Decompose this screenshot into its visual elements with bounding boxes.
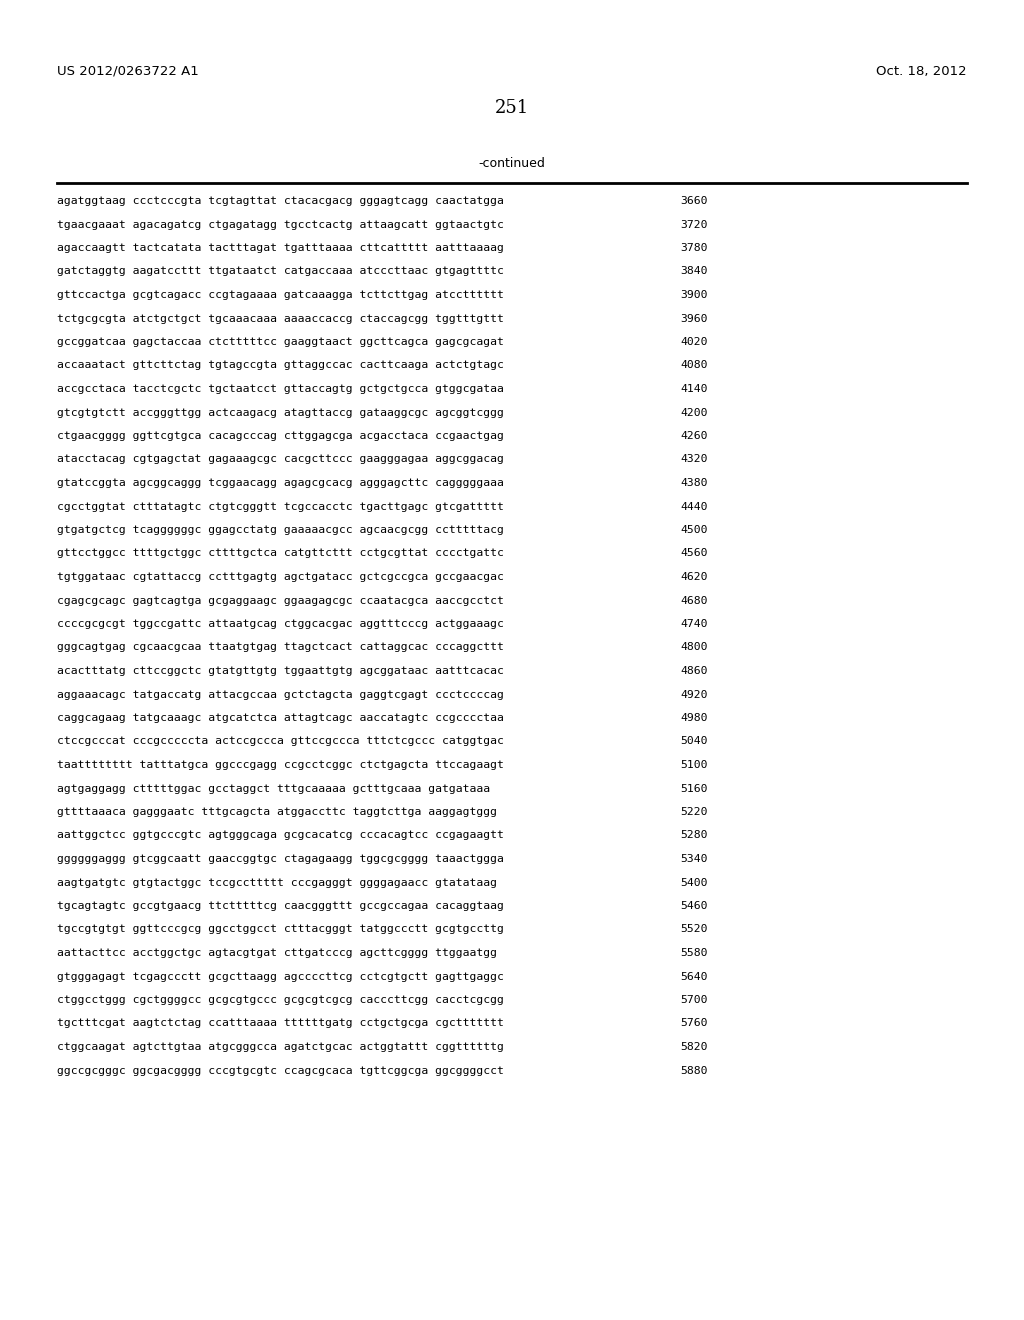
Text: 5520: 5520	[680, 924, 708, 935]
Text: cgcctggtat ctttatagtc ctgtcgggtt tcgccacctc tgacttgagc gtcgattttt: cgcctggtat ctttatagtc ctgtcgggtt tcgccac…	[57, 502, 504, 511]
Text: 3720: 3720	[680, 219, 708, 230]
Text: 4800: 4800	[680, 643, 708, 652]
Text: acactttatg cttccggctc gtatgttgtg tggaattgtg agcggataac aatttcacac: acactttatg cttccggctc gtatgttgtg tggaatt…	[57, 667, 504, 676]
Text: aagtgatgtc gtgtactggc tccgccttttt cccgagggt ggggagaacc gtatataag: aagtgatgtc gtgtactggc tccgccttttt cccgag…	[57, 878, 497, 887]
Text: 5160: 5160	[680, 784, 708, 793]
Text: taatttttttt tatttatgca ggcccgagg ccgcctcggc ctctgagcta ttccagaagt: taatttttttt tatttatgca ggcccgagg ccgcctc…	[57, 760, 504, 770]
Text: 5820: 5820	[680, 1041, 708, 1052]
Text: 4860: 4860	[680, 667, 708, 676]
Text: gggcagtgag cgcaacgcaa ttaatgtgag ttagctcact cattaggcac cccaggcttt: gggcagtgag cgcaacgcaa ttaatgtgag ttagctc…	[57, 643, 504, 652]
Text: 251: 251	[495, 99, 529, 117]
Text: aattggctcc ggtgcccgtc agtgggcaga gcgcacatcg cccacagtcc ccgagaagtt: aattggctcc ggtgcccgtc agtgggcaga gcgcaca…	[57, 830, 504, 841]
Text: accgcctaca tacctcgctc tgctaatcct gttaccagtg gctgctgcca gtggcgataa: accgcctaca tacctcgctc tgctaatcct gttacca…	[57, 384, 504, 393]
Text: 3780: 3780	[680, 243, 708, 253]
Text: gtcgtgtctt accgggttgg actcaagacg atagttaccg gataaggcgc agcggtcggg: gtcgtgtctt accgggttgg actcaagacg atagtta…	[57, 408, 504, 417]
Text: 4380: 4380	[680, 478, 708, 488]
Text: 5640: 5640	[680, 972, 708, 982]
Text: 3960: 3960	[680, 314, 708, 323]
Text: 3660: 3660	[680, 195, 708, 206]
Text: 5100: 5100	[680, 760, 708, 770]
Text: -continued: -continued	[478, 157, 546, 170]
Text: 4740: 4740	[680, 619, 708, 630]
Text: 5220: 5220	[680, 807, 708, 817]
Text: 5580: 5580	[680, 948, 708, 958]
Text: 5760: 5760	[680, 1019, 708, 1028]
Text: 4080: 4080	[680, 360, 708, 371]
Text: gttttaaaca gagggaatc tttgcagcta atggaccttc taggtcttga aaggagtggg: gttttaaaca gagggaatc tttgcagcta atggacct…	[57, 807, 497, 817]
Text: ctggcaagat agtcttgtaa atgcgggcca agatctgcac actggtattt cggttttttg: ctggcaagat agtcttgtaa atgcgggcca agatctg…	[57, 1041, 504, 1052]
Text: tgtggataac cgtattaccg cctttgagtg agctgatacc gctcgccgca gccgaacgac: tgtggataac cgtattaccg cctttgagtg agctgat…	[57, 572, 504, 582]
Text: aattacttcc acctggctgc agtacgtgat cttgatcccg agcttcgggg ttggaatgg: aattacttcc acctggctgc agtacgtgat cttgatc…	[57, 948, 497, 958]
Text: 5700: 5700	[680, 995, 708, 1005]
Text: 4260: 4260	[680, 432, 708, 441]
Text: 4680: 4680	[680, 595, 708, 606]
Text: 4560: 4560	[680, 549, 708, 558]
Text: caggcagaag tatgcaaagc atgcatctca attagtcagc aaccatagtc ccgcccctaa: caggcagaag tatgcaaagc atgcatctca attagtc…	[57, 713, 504, 723]
Text: tctgcgcgta atctgctgct tgcaaacaaa aaaaccaccg ctaccagcgg tggtttgttt: tctgcgcgta atctgctgct tgcaaacaaa aaaacca…	[57, 314, 504, 323]
Text: ctgaacgggg ggttcgtgca cacagcccag cttggagcga acgacctaca ccgaactgag: ctgaacgggg ggttcgtgca cacagcccag cttggag…	[57, 432, 504, 441]
Text: tgaacgaaat agacagatcg ctgagatagg tgcctcactg attaagcatt ggtaactgtc: tgaacgaaat agacagatcg ctgagatagg tgcctca…	[57, 219, 504, 230]
Text: agaccaagtt tactcatata tactttagat tgatttaaaa cttcattttt aatttaaaag: agaccaagtt tactcatata tactttagat tgattta…	[57, 243, 504, 253]
Text: cgagcgcagc gagtcagtga gcgaggaagc ggaagagcgc ccaatacgca aaccgcctct: cgagcgcagc gagtcagtga gcgaggaagc ggaagag…	[57, 595, 504, 606]
Text: ccccgcgcgt tggccgattc attaatgcag ctggcacgac aggtttcccg actggaaagc: ccccgcgcgt tggccgattc attaatgcag ctggcac…	[57, 619, 504, 630]
Text: 5040: 5040	[680, 737, 708, 747]
Text: 3900: 3900	[680, 290, 708, 300]
Text: 3840: 3840	[680, 267, 708, 276]
Text: agtgaggagg ctttttggac gcctaggct tttgcaaaaa gctttgcaaa gatgataaa: agtgaggagg ctttttggac gcctaggct tttgcaaa…	[57, 784, 490, 793]
Text: 4920: 4920	[680, 689, 708, 700]
Text: 5400: 5400	[680, 878, 708, 887]
Text: Oct. 18, 2012: Oct. 18, 2012	[877, 65, 967, 78]
Text: 5280: 5280	[680, 830, 708, 841]
Text: aggaaacagc tatgaccatg attacgccaa gctctagcta gaggtcgagt ccctccccag: aggaaacagc tatgaccatg attacgccaa gctctag…	[57, 689, 504, 700]
Text: 4020: 4020	[680, 337, 708, 347]
Text: ctccgcccat cccgcccccta actccgccca gttccgccca tttctcgccc catggtgac: ctccgcccat cccgcccccta actccgccca gttccg…	[57, 737, 504, 747]
Text: agatggtaag ccctcccgta tcgtagttat ctacacgacg gggagtcagg caactatgga: agatggtaag ccctcccgta tcgtagttat ctacacg…	[57, 195, 504, 206]
Text: 5340: 5340	[680, 854, 708, 865]
Text: gtgggagagt tcgagccctt gcgcttaagg agccccttcg cctcgtgctt gagttgaggc: gtgggagagt tcgagccctt gcgcttaagg agcccct…	[57, 972, 504, 982]
Text: 5460: 5460	[680, 902, 708, 911]
Text: 4620: 4620	[680, 572, 708, 582]
Text: 4200: 4200	[680, 408, 708, 417]
Text: accaaatact gttcttctag tgtagccgta gttaggccac cacttcaaga actctgtagc: accaaatact gttcttctag tgtagccgta gttaggc…	[57, 360, 504, 371]
Text: ctggcctggg cgctggggcc gcgcgtgccc gcgcgtcgcg cacccttcgg cacctcgcgg: ctggcctggg cgctggggcc gcgcgtgccc gcgcgtc…	[57, 995, 504, 1005]
Text: tgctttcgat aagtctctag ccatttaaaa ttttttgatg cctgctgcga cgcttttttt: tgctttcgat aagtctctag ccatttaaaa ttttttg…	[57, 1019, 504, 1028]
Text: gccggatcaa gagctaccaa ctctttttcc gaaggtaact ggcttcagca gagcgcagat: gccggatcaa gagctaccaa ctctttttcc gaaggta…	[57, 337, 504, 347]
Text: tgccgtgtgt ggttcccgcg ggcctggcct ctttacgggt tatggccctt gcgtgccttg: tgccgtgtgt ggttcccgcg ggcctggcct ctttacg…	[57, 924, 504, 935]
Text: gatctaggtg aagatccttt ttgataatct catgaccaaa atcccttaac gtgagttttc: gatctaggtg aagatccttt ttgataatct catgacc…	[57, 267, 504, 276]
Text: 4320: 4320	[680, 454, 708, 465]
Text: atacctacag cgtgagctat gagaaagcgc cacgcttccc gaagggagaa aggcggacag: atacctacag cgtgagctat gagaaagcgc cacgctt…	[57, 454, 504, 465]
Text: tgcagtagtc gccgtgaacg ttctttttcg caacgggttt gccgccagaa cacaggtaag: tgcagtagtc gccgtgaacg ttctttttcg caacggg…	[57, 902, 504, 911]
Text: gttccactga gcgtcagacc ccgtagaaaa gatcaaagga tcttcttgag atcctttttt: gttccactga gcgtcagacc ccgtagaaaa gatcaaa…	[57, 290, 504, 300]
Text: US 2012/0263722 A1: US 2012/0263722 A1	[57, 65, 199, 78]
Text: 4500: 4500	[680, 525, 708, 535]
Text: 4440: 4440	[680, 502, 708, 511]
Text: gtatccggta agcggcaggg tcggaacagg agagcgcacg agggagcttc cagggggaaa: gtatccggta agcggcaggg tcggaacagg agagcgc…	[57, 478, 504, 488]
Text: ggggggaggg gtcggcaatt gaaccggtgc ctagagaagg tggcgcgggg taaactggga: ggggggaggg gtcggcaatt gaaccggtgc ctagaga…	[57, 854, 504, 865]
Text: 5880: 5880	[680, 1065, 708, 1076]
Text: 4140: 4140	[680, 384, 708, 393]
Text: gttcctggcc ttttgctggc cttttgctca catgttcttt cctgcgttat cccctgattc: gttcctggcc ttttgctggc cttttgctca catgttc…	[57, 549, 504, 558]
Text: gtgatgctcg tcaggggggc ggagcctatg gaaaaacgcc agcaacgcgg cctttttacg: gtgatgctcg tcaggggggc ggagcctatg gaaaaac…	[57, 525, 504, 535]
Text: 4980: 4980	[680, 713, 708, 723]
Text: ggccgcgggc ggcgacgggg cccgtgcgtc ccagcgcaca tgttcggcga ggcggggcct: ggccgcgggc ggcgacgggg cccgtgcgtc ccagcgc…	[57, 1065, 504, 1076]
